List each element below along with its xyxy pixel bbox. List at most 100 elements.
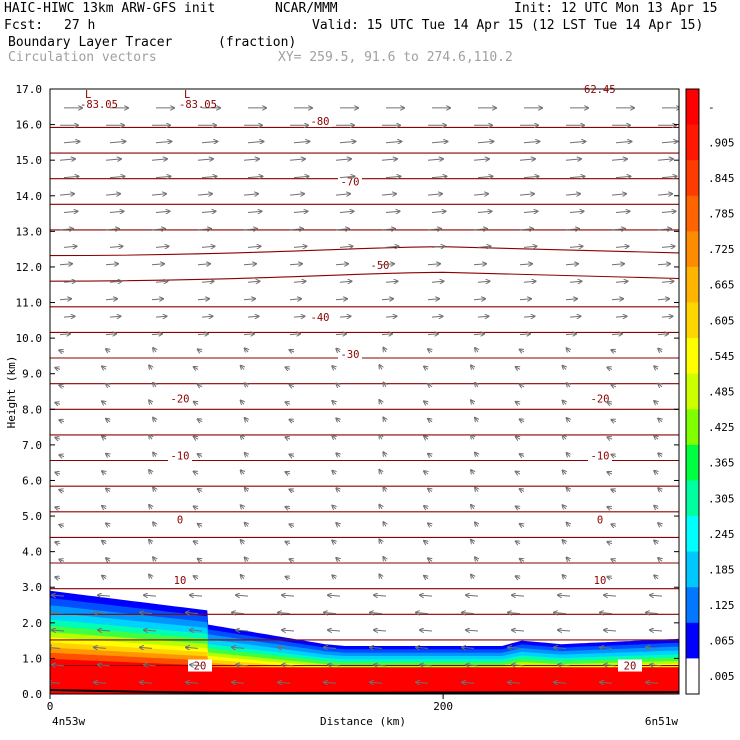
vector-arrow — [289, 299, 301, 300]
y-tick-label: 14.0 — [16, 190, 43, 203]
vector-arrow — [236, 595, 249, 596]
vector-arrow — [466, 595, 479, 596]
contour-label-bg — [588, 513, 612, 526]
vector-arrow — [416, 613, 429, 614]
circulation-vectors — [50, 108, 679, 683]
x-start-label: 4n53w — [52, 715, 85, 728]
vector-arrow — [385, 176, 401, 177]
vector-arrow — [278, 613, 291, 614]
vector-arrow — [290, 489, 295, 491]
low-marker-2-value: -83.05 — [179, 99, 217, 111]
vector-arrow — [232, 682, 245, 683]
vector-arrow — [243, 334, 254, 335]
vector-arrow — [247, 281, 260, 282]
vector-arrow — [567, 348, 570, 352]
contour-label: -30 — [341, 349, 360, 361]
colorbar-swatch — [686, 587, 699, 624]
vector-arrow — [59, 159, 75, 160]
vector-arrow — [290, 385, 295, 387]
vector-arrow — [427, 159, 443, 160]
top-contour-value: 62.45 — [584, 84, 616, 96]
vector-arrow — [105, 299, 117, 300]
vector-arrow — [654, 575, 658, 578]
vector-arrow — [567, 558, 570, 562]
vector-arrow — [247, 211, 262, 212]
vector-arrow — [650, 630, 663, 631]
low-marker-1-value: -83.05 — [80, 99, 118, 111]
vector-arrow — [650, 595, 663, 596]
vector-arrow — [290, 524, 295, 526]
vector-arrow — [282, 665, 295, 666]
vector-arrow — [466, 630, 479, 631]
vector-arrow — [416, 647, 429, 648]
colorbar-swatch — [686, 480, 699, 517]
vector-arrow — [335, 299, 347, 300]
vector-arrow — [379, 470, 382, 474]
vector-arrow — [611, 490, 617, 492]
colorbar-swatch — [686, 338, 699, 375]
vector-arrow — [523, 141, 539, 142]
vector-arrow — [471, 435, 474, 439]
vector-arrow — [144, 665, 157, 666]
vector-arrow — [105, 194, 120, 195]
vector-arrow — [569, 281, 582, 282]
vector-arrow — [516, 367, 520, 370]
vector-arrow — [519, 159, 535, 160]
vector-arrow — [151, 264, 164, 265]
vector-arrow — [190, 630, 203, 631]
vector-arrow — [332, 506, 336, 509]
vector-arrow — [59, 229, 73, 230]
colorbar-swatch — [686, 551, 699, 588]
vector-arrow — [381, 159, 397, 160]
vector-arrow — [381, 194, 396, 195]
vector-arrow — [473, 334, 484, 335]
contour-label: 10 — [174, 575, 187, 587]
contour-label-bg — [168, 449, 192, 462]
colorbar-label: .845 — [708, 172, 735, 185]
vector-arrow — [59, 455, 65, 457]
vector-arrow — [243, 194, 258, 195]
contour-label: 10 — [594, 575, 607, 587]
vector-arrow — [416, 682, 429, 683]
colorbar-swatch — [686, 124, 699, 161]
vector-arrow — [611, 559, 617, 561]
vector-arrow — [198, 524, 202, 527]
vector-arrow — [661, 141, 677, 142]
vector-arrow — [658, 349, 662, 352]
colorbar-label: .005 — [708, 670, 735, 683]
vector-arrow — [55, 507, 61, 509]
vector-arrow — [381, 334, 392, 335]
colorbar-frame — [685, 88, 700, 695]
contour-label: -20 — [171, 394, 190, 406]
vector-arrow — [149, 435, 152, 439]
vector-arrow — [427, 299, 439, 300]
vector-arrow — [198, 419, 202, 422]
vector-arrow — [286, 507, 291, 509]
colorbar-swatch — [686, 195, 699, 232]
vector-arrow — [475, 522, 478, 526]
vector-arrow — [563, 505, 566, 509]
colorbar-swatch — [686, 160, 699, 197]
vector-arrow — [293, 281, 306, 282]
vector-arrow — [567, 488, 570, 492]
vector-arrow — [153, 418, 156, 422]
vector-arrow — [611, 194, 626, 195]
vector-arrow — [50, 613, 61, 614]
vector-arrow — [520, 559, 524, 562]
y-axis: 0.0 1.0 2.0 3.0 4.0 5.0 6.0 7.0 8.0 9.0 10.0 11.0 12… — [16, 83, 679, 701]
vector-arrow — [59, 560, 65, 562]
contour-label: -50 — [371, 260, 390, 272]
vector-arrow — [197, 334, 208, 335]
vector-arrow — [324, 682, 337, 683]
vector-arrow — [201, 141, 217, 142]
vector-arrow — [383, 522, 386, 526]
vector-arrow — [94, 682, 107, 683]
vector-arrow — [140, 647, 153, 648]
contour-label: 20 — [194, 661, 207, 673]
vector-arrow — [657, 264, 670, 265]
contour-label-bg — [308, 115, 332, 128]
colorbar-label: .305 — [708, 492, 735, 505]
vector-arrow — [289, 229, 303, 230]
field-units: (fraction) — [218, 35, 297, 50]
vector-arrow — [197, 159, 213, 160]
